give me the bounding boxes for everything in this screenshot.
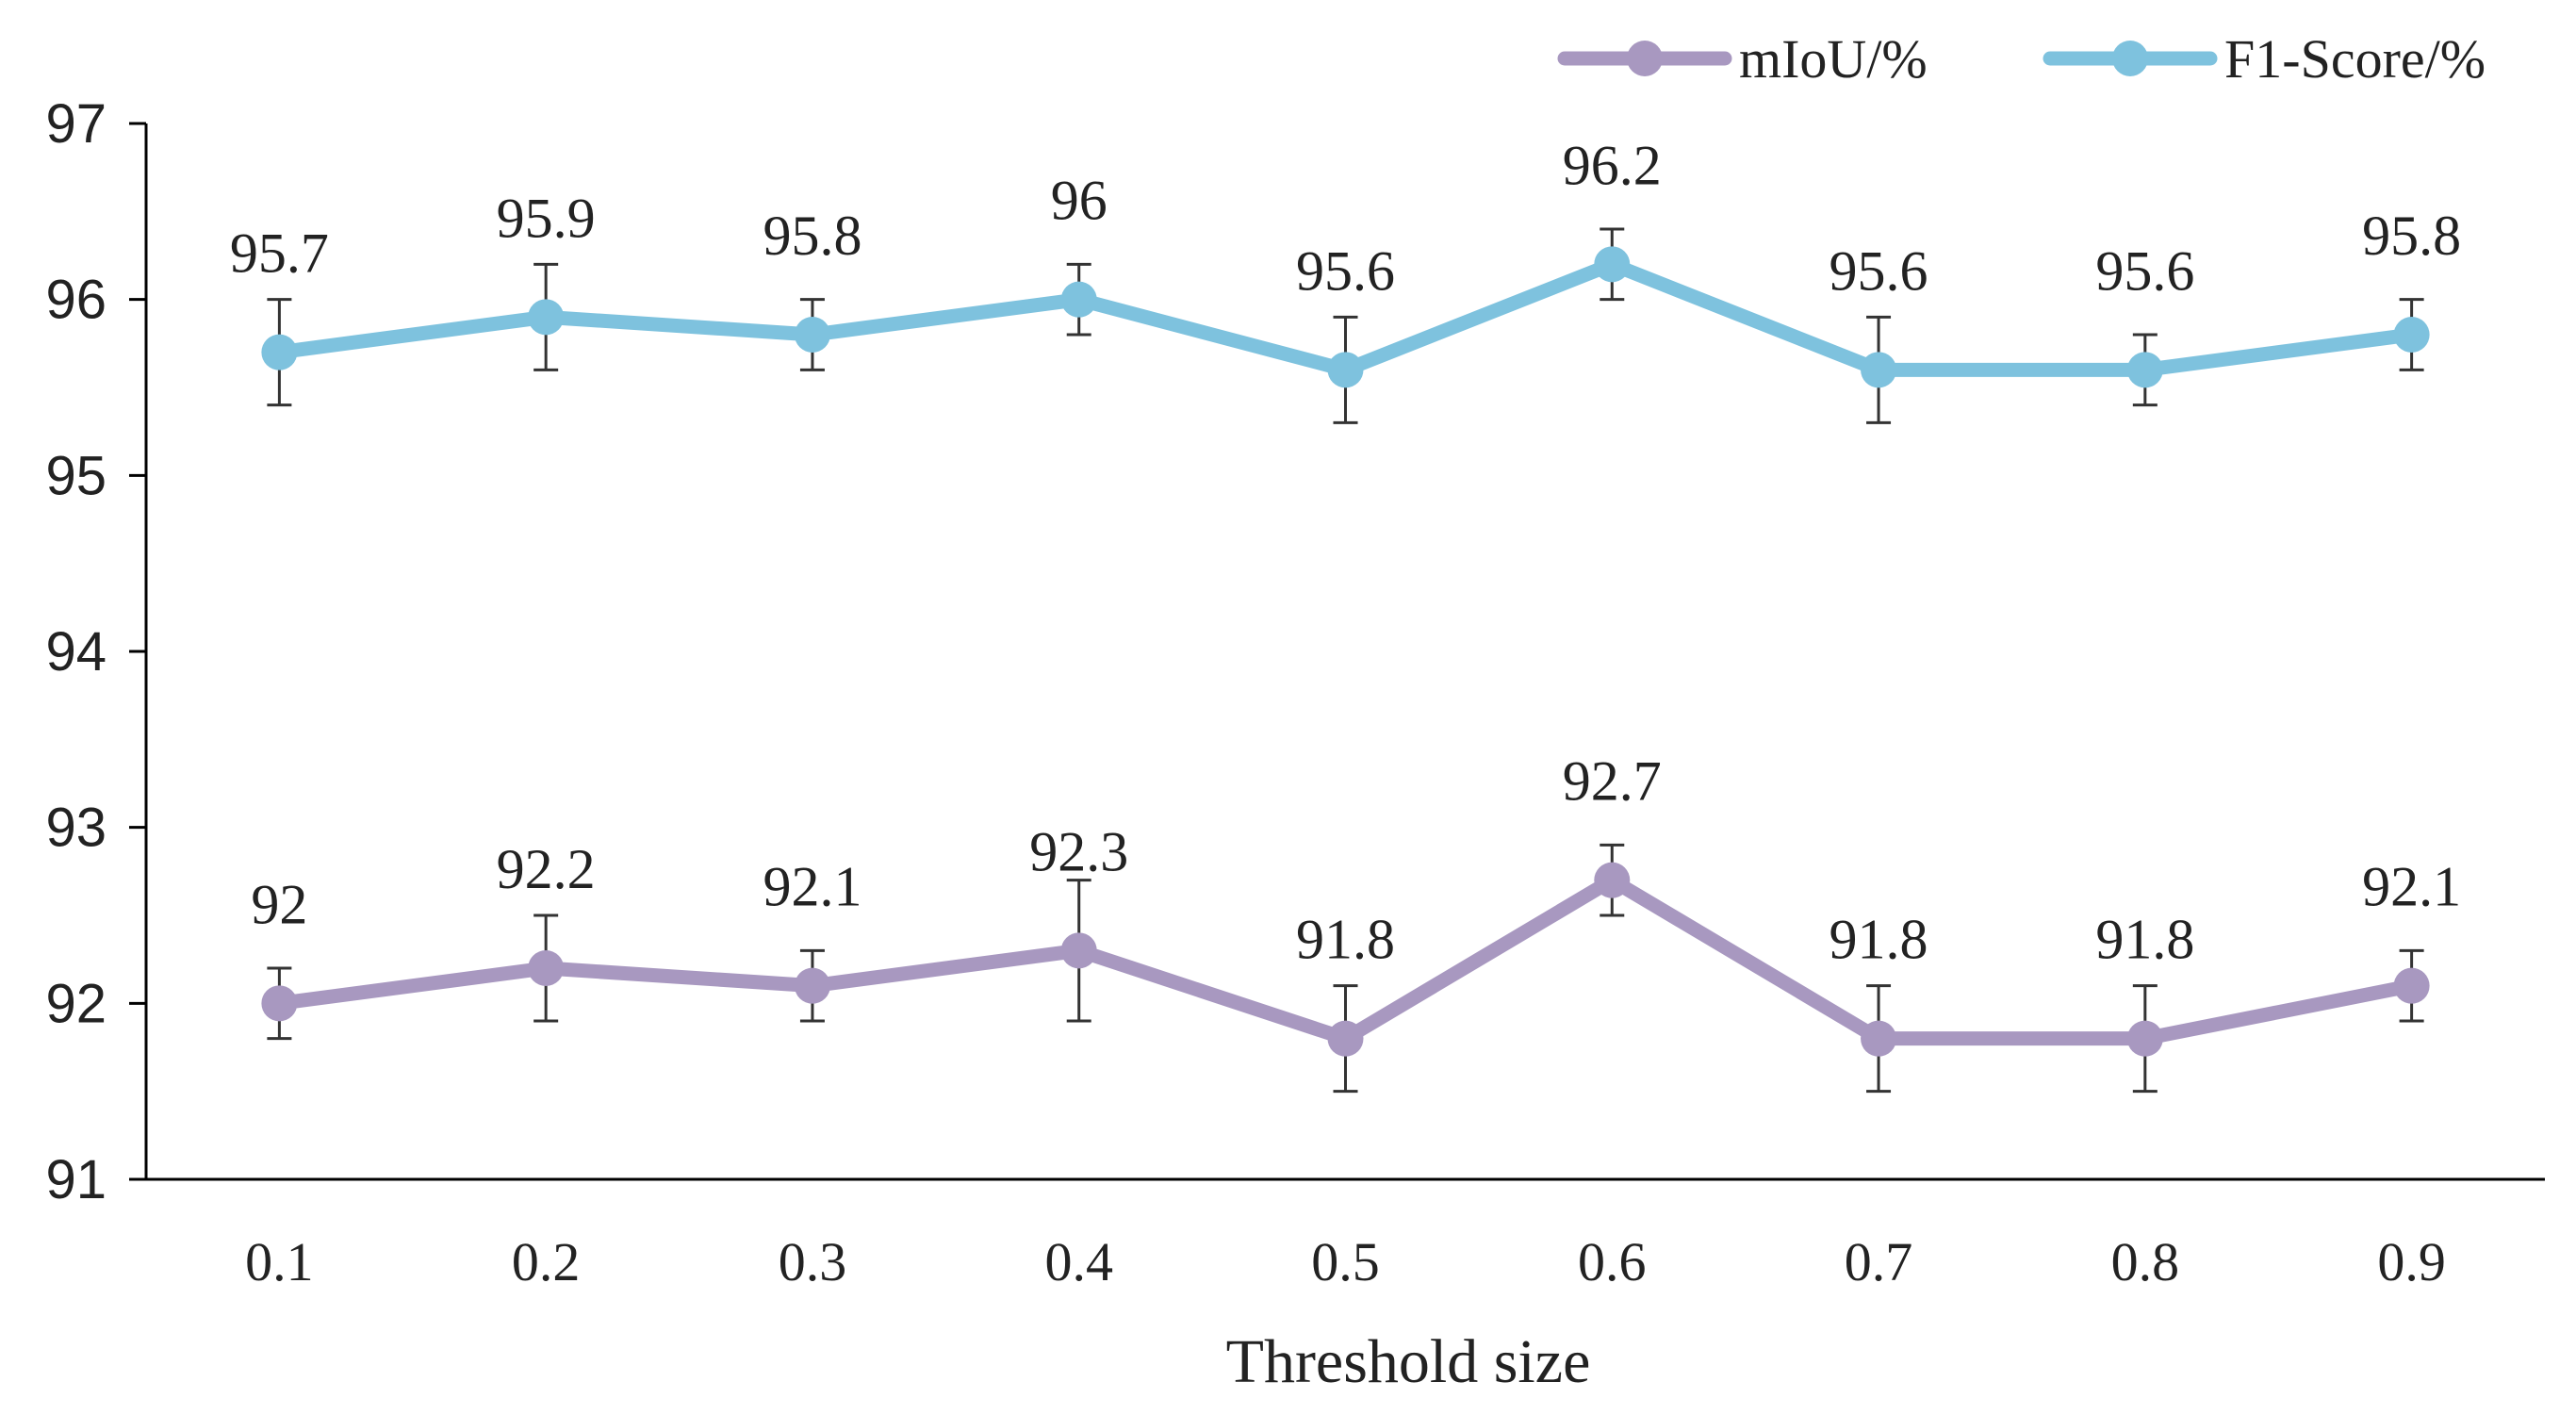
data-point-miou (528, 950, 565, 986)
data-point-f1 (528, 299, 565, 336)
data-label-miou: 92.1 (763, 856, 861, 918)
data-label-f1: 95.6 (1296, 239, 1395, 302)
data-label-miou: 91.8 (1829, 909, 1928, 971)
y-tick-label: 91 (45, 1149, 107, 1210)
legend-label: F1-Score/% (2224, 28, 2486, 90)
data-point-f1 (794, 317, 830, 353)
data-point-miou (2126, 1020, 2163, 1057)
data-label-miou: 92 (251, 873, 307, 935)
y-tick-label: 92 (45, 973, 107, 1034)
data-label-f1: 95.8 (2362, 205, 2461, 267)
legend-label: mIoU/% (1739, 28, 1928, 90)
data-label-f1: 95.8 (763, 205, 861, 267)
data-label-miou: 92.3 (1029, 820, 1128, 882)
x-tick-label: 0.8 (2111, 1231, 2180, 1292)
x-tick-label: 0.6 (1578, 1231, 1647, 1292)
data-label-miou: 91.8 (1296, 909, 1395, 971)
data-label-f1: 95.6 (2095, 239, 2194, 302)
x-tick-label: 0.3 (779, 1231, 847, 1292)
data-label-f1: 96 (1051, 170, 1108, 232)
data-point-f1 (1861, 352, 1897, 388)
data-label-f1: 96.2 (1563, 134, 1662, 196)
y-tick-label: 94 (45, 621, 107, 683)
data-point-f1 (1594, 246, 1631, 283)
legend-item-miou: mIoU/% (1557, 28, 1928, 90)
legend-swatch-marker (2112, 41, 2148, 76)
data-label-f1: 95.9 (497, 187, 596, 249)
data-point-miou (261, 985, 298, 1022)
y-tick-label: 95 (45, 445, 107, 506)
y-tick-label: 96 (45, 270, 107, 331)
x-tick-label: 0.4 (1044, 1231, 1113, 1292)
data-point-miou (2393, 967, 2430, 1004)
data-point-miou (1861, 1020, 1897, 1057)
x-tick-label: 0.9 (2377, 1231, 2446, 1292)
data-label-miou: 92.7 (1563, 750, 1662, 813)
x-tick-label: 0.2 (512, 1231, 581, 1292)
data-point-miou (794, 967, 830, 1004)
data-point-miou (1327, 1020, 1364, 1057)
x-tick-label: 0.1 (245, 1231, 314, 1292)
data-label-miou: 92.2 (497, 838, 596, 900)
y-tick-label: 93 (45, 798, 107, 859)
data-point-f1 (261, 334, 298, 370)
y-tick-label: 97 (45, 93, 107, 155)
legend-item-f1: F1-Score/% (2043, 28, 2486, 90)
data-point-miou (1594, 862, 1631, 898)
x-tick-label: 0.7 (1845, 1231, 1913, 1292)
data-label-f1: 95.7 (230, 222, 329, 285)
data-point-f1 (1060, 281, 1097, 318)
data-label-miou: 92.1 (2362, 856, 2461, 918)
data-label-miou: 91.8 (2095, 909, 2194, 971)
data-point-f1 (1327, 352, 1364, 388)
x-tick-label: 0.5 (1311, 1231, 1380, 1292)
data-label-f1: 95.6 (1829, 239, 1928, 302)
data-point-f1 (2393, 317, 2430, 353)
data-point-miou (1060, 932, 1097, 969)
data-point-f1 (2126, 352, 2163, 388)
legend-swatch-marker (1627, 41, 1663, 76)
x-axis-title: Threshold size (1226, 1327, 1591, 1396)
